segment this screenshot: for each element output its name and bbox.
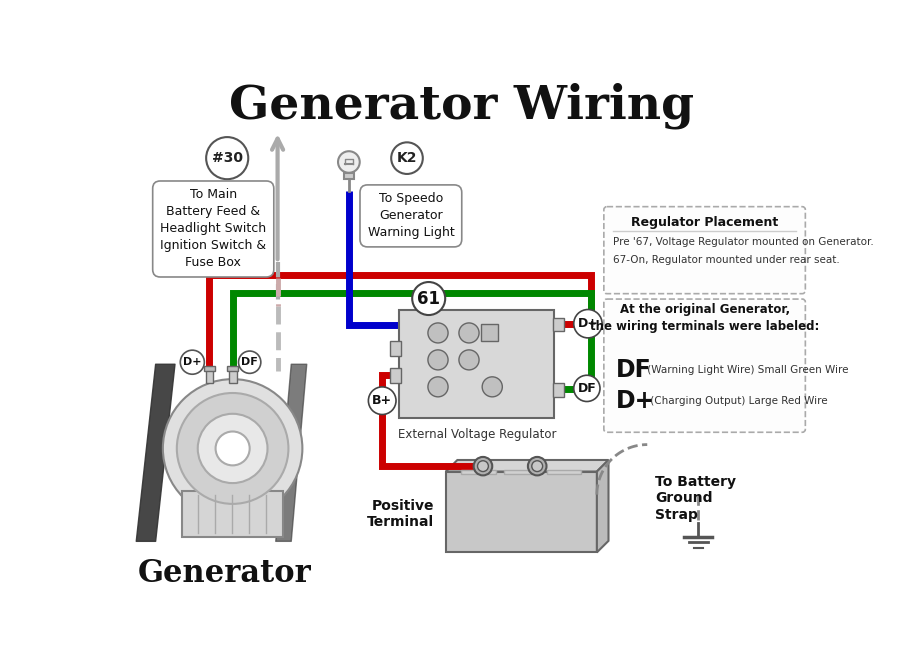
- Text: To Battery
Ground
Strap: To Battery Ground Strap: [655, 475, 736, 522]
- Circle shape: [176, 393, 288, 504]
- Circle shape: [459, 323, 479, 343]
- Text: B+: B+: [372, 394, 392, 407]
- Text: Positive
Terminal: Positive Terminal: [367, 499, 434, 529]
- FancyBboxPatch shape: [604, 207, 806, 294]
- Bar: [400, 310, 554, 418]
- Text: To Main
Battery Feed &
Headlight Switch
Ignition Switch &
Fuse Box: To Main Battery Feed & Headlight Switch …: [160, 189, 266, 269]
- Bar: [481, 324, 498, 340]
- Circle shape: [528, 457, 546, 476]
- Bar: [553, 317, 563, 331]
- Circle shape: [338, 151, 360, 173]
- Circle shape: [459, 350, 479, 370]
- Circle shape: [216, 432, 249, 465]
- Text: D+: D+: [578, 317, 599, 330]
- Text: D+: D+: [616, 389, 655, 413]
- Text: 61: 61: [418, 290, 440, 307]
- Polygon shape: [597, 460, 608, 553]
- Circle shape: [163, 379, 302, 518]
- Circle shape: [532, 461, 543, 472]
- Text: External Voltage Regulator: External Voltage Regulator: [398, 428, 556, 442]
- Bar: [182, 491, 283, 537]
- Bar: [390, 367, 400, 383]
- Bar: [344, 173, 354, 179]
- Text: 67-On, Regulator mounted under rear seat.: 67-On, Regulator mounted under rear seat…: [613, 255, 840, 265]
- Bar: [204, 366, 215, 371]
- Bar: [461, 470, 496, 474]
- Text: Pre '67, Voltage Regulator mounted on Generator.: Pre '67, Voltage Regulator mounted on Ge…: [613, 237, 874, 247]
- Text: DF: DF: [616, 358, 652, 382]
- Text: (Charging Output) Large Red Wire: (Charging Output) Large Red Wire: [647, 396, 828, 406]
- Circle shape: [478, 461, 489, 472]
- Bar: [553, 383, 563, 397]
- Bar: [504, 470, 539, 474]
- Text: D+: D+: [183, 357, 202, 367]
- Bar: [546, 470, 581, 474]
- FancyBboxPatch shape: [604, 299, 806, 432]
- Bar: [227, 366, 238, 371]
- Text: Generator Wiring: Generator Wiring: [229, 83, 694, 129]
- Text: #30: #30: [212, 151, 243, 165]
- Circle shape: [428, 323, 448, 343]
- Text: At the original Generator,
the wiring terminals were labeled:: At the original Generator, the wiring te…: [590, 302, 819, 332]
- Text: K2: K2: [397, 151, 418, 165]
- Text: To Speedo
Generator
Warning Light: To Speedo Generator Warning Light: [367, 193, 454, 239]
- Bar: [205, 369, 213, 383]
- Polygon shape: [446, 460, 608, 472]
- Bar: [390, 340, 400, 356]
- Text: Regulator Placement: Regulator Placement: [631, 215, 778, 229]
- Circle shape: [482, 377, 502, 397]
- Text: (Warning Light Wire) Small Green Wire: (Warning Light Wire) Small Green Wire: [644, 365, 849, 375]
- Circle shape: [428, 350, 448, 370]
- Circle shape: [473, 457, 492, 476]
- Text: DF: DF: [241, 357, 258, 367]
- Bar: [446, 472, 597, 553]
- Text: DF: DF: [578, 382, 596, 395]
- Text: Generator: Generator: [138, 558, 311, 589]
- Circle shape: [198, 414, 267, 483]
- Circle shape: [428, 377, 448, 397]
- Bar: [229, 369, 237, 383]
